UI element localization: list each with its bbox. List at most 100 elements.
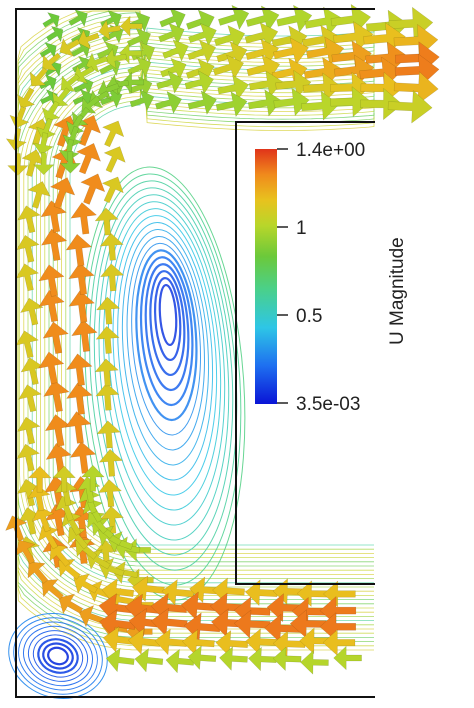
velocity-arrow bbox=[304, 6, 343, 37]
velocity-arrow bbox=[66, 382, 93, 415]
streamline bbox=[44, 48, 375, 571]
velocity-arrow bbox=[387, 89, 433, 124]
velocity-arrow bbox=[32, 132, 54, 156]
velocity-arrow bbox=[38, 351, 65, 384]
velocity-arrow bbox=[360, 87, 403, 121]
velocity-arrow bbox=[301, 90, 340, 121]
velocity-arrow bbox=[15, 330, 40, 359]
velocity-arrow bbox=[61, 511, 82, 536]
velocity-arrow bbox=[52, 87, 71, 107]
velocity-arrow bbox=[98, 448, 124, 477]
velocity-arrow bbox=[68, 9, 88, 28]
vortex-streamline bbox=[126, 235, 205, 451]
velocity-arrow bbox=[64, 411, 92, 444]
velocity-arrow bbox=[44, 414, 72, 447]
velocity-arrow bbox=[38, 289, 65, 323]
velocity-arrow bbox=[73, 76, 94, 96]
velocity-arrow bbox=[319, 612, 357, 642]
colorbar-min-label: 3.5e-03 bbox=[296, 394, 360, 415]
velocity-arrow bbox=[60, 73, 80, 92]
velocity-arrow bbox=[68, 262, 95, 296]
velocity-arrow bbox=[333, 645, 362, 671]
velocity-arrow bbox=[150, 607, 188, 637]
velocity-arrow bbox=[105, 647, 135, 673]
velocity-arrow bbox=[319, 595, 357, 626]
velocity-arrow bbox=[245, 5, 280, 33]
colorbar-tick-label-1: 1 bbox=[296, 218, 307, 239]
vortex-streamline bbox=[149, 270, 186, 377]
corner-vortex-streamline bbox=[8, 613, 108, 699]
corner-vortex-streamline bbox=[47, 646, 69, 666]
velocity-arrow bbox=[77, 29, 100, 50]
velocity-arrow bbox=[302, 72, 341, 103]
velocity-arrow bbox=[272, 646, 302, 672]
velocity-arrow bbox=[159, 7, 186, 31]
velocity-arrow bbox=[216, 41, 248, 67]
velocity-arrow bbox=[99, 505, 125, 534]
corner-vortex-streamline bbox=[42, 642, 74, 670]
velocity-arrow bbox=[38, 524, 59, 550]
velocity-arrow bbox=[213, 25, 246, 51]
corner-vortex-streamline bbox=[18, 621, 98, 691]
velocity-arrow-glyphs bbox=[5, 3, 440, 675]
velocity-arrow bbox=[95, 296, 121, 325]
velocity-arrow bbox=[160, 57, 187, 81]
colorbar-max-label: 1.4e+00 bbox=[296, 140, 365, 161]
velocity-arrow bbox=[394, 53, 440, 88]
velocity-arrow bbox=[248, 70, 283, 98]
velocity-arrow bbox=[215, 91, 248, 118]
vortex-streamline bbox=[135, 249, 198, 422]
velocity-arrow bbox=[97, 479, 123, 508]
velocity-arrow bbox=[65, 353, 93, 386]
velocity-arrow bbox=[52, 465, 76, 493]
velocity-arrow bbox=[68, 290, 96, 323]
velocity-arrow bbox=[73, 65, 95, 84]
velocity-arrow bbox=[42, 12, 60, 29]
velocity-arrow bbox=[19, 297, 44, 326]
velocity-arrow bbox=[99, 263, 125, 292]
velocity-arrow bbox=[70, 202, 98, 235]
velocity-arrow bbox=[99, 232, 124, 261]
color-legend: 1.4e+00 1 0.5 3.5e-03 U Magnitude bbox=[255, 140, 408, 415]
velocity-arrow bbox=[273, 37, 309, 66]
velocity-arrow bbox=[247, 89, 282, 117]
velocity-arrow bbox=[29, 67, 48, 87]
velocity-arrow bbox=[15, 539, 36, 565]
corner-vortex-streamline bbox=[27, 630, 89, 682]
velocity-arrow bbox=[244, 22, 279, 49]
velocity-arrow bbox=[119, 15, 143, 38]
velocity-arrow bbox=[16, 443, 41, 472]
velocity-arrow bbox=[80, 173, 106, 205]
velocity-arrow bbox=[73, 573, 98, 595]
velocity-arrow bbox=[129, 89, 155, 112]
velocity-arrow bbox=[65, 233, 93, 267]
velocity-arrow bbox=[59, 37, 81, 57]
vortex-streamline bbox=[153, 277, 182, 362]
velocity-arrow bbox=[217, 4, 250, 31]
velocity-arrow bbox=[95, 382, 120, 411]
vortex-streamline bbox=[84, 173, 242, 586]
velocity-arrow bbox=[58, 593, 84, 615]
velocity-arrow bbox=[16, 416, 41, 445]
velocity-arrow bbox=[154, 90, 183, 115]
velocity-arrow bbox=[21, 149, 45, 177]
velocity-arrow bbox=[75, 142, 102, 175]
velocity-arrow bbox=[20, 357, 45, 386]
inner-obstacle-wall bbox=[235, 121, 375, 585]
velocity-arrow bbox=[330, 86, 371, 118]
vortex-streamline bbox=[112, 215, 218, 496]
velocity-arrow bbox=[95, 325, 120, 354]
vortex-streamline bbox=[121, 229, 210, 466]
velocity-arrow bbox=[215, 629, 249, 657]
velocity-arrow bbox=[46, 25, 64, 43]
velocity-arrow bbox=[126, 28, 152, 49]
velocity-arrow bbox=[69, 441, 97, 474]
velocity-arrow bbox=[27, 561, 49, 584]
velocity-arrow bbox=[187, 90, 217, 116]
outer-wall bbox=[15, 8, 375, 698]
streamline bbox=[52, 41, 375, 563]
velocity-arrow bbox=[71, 319, 98, 353]
velocity-arrow bbox=[111, 560, 139, 585]
